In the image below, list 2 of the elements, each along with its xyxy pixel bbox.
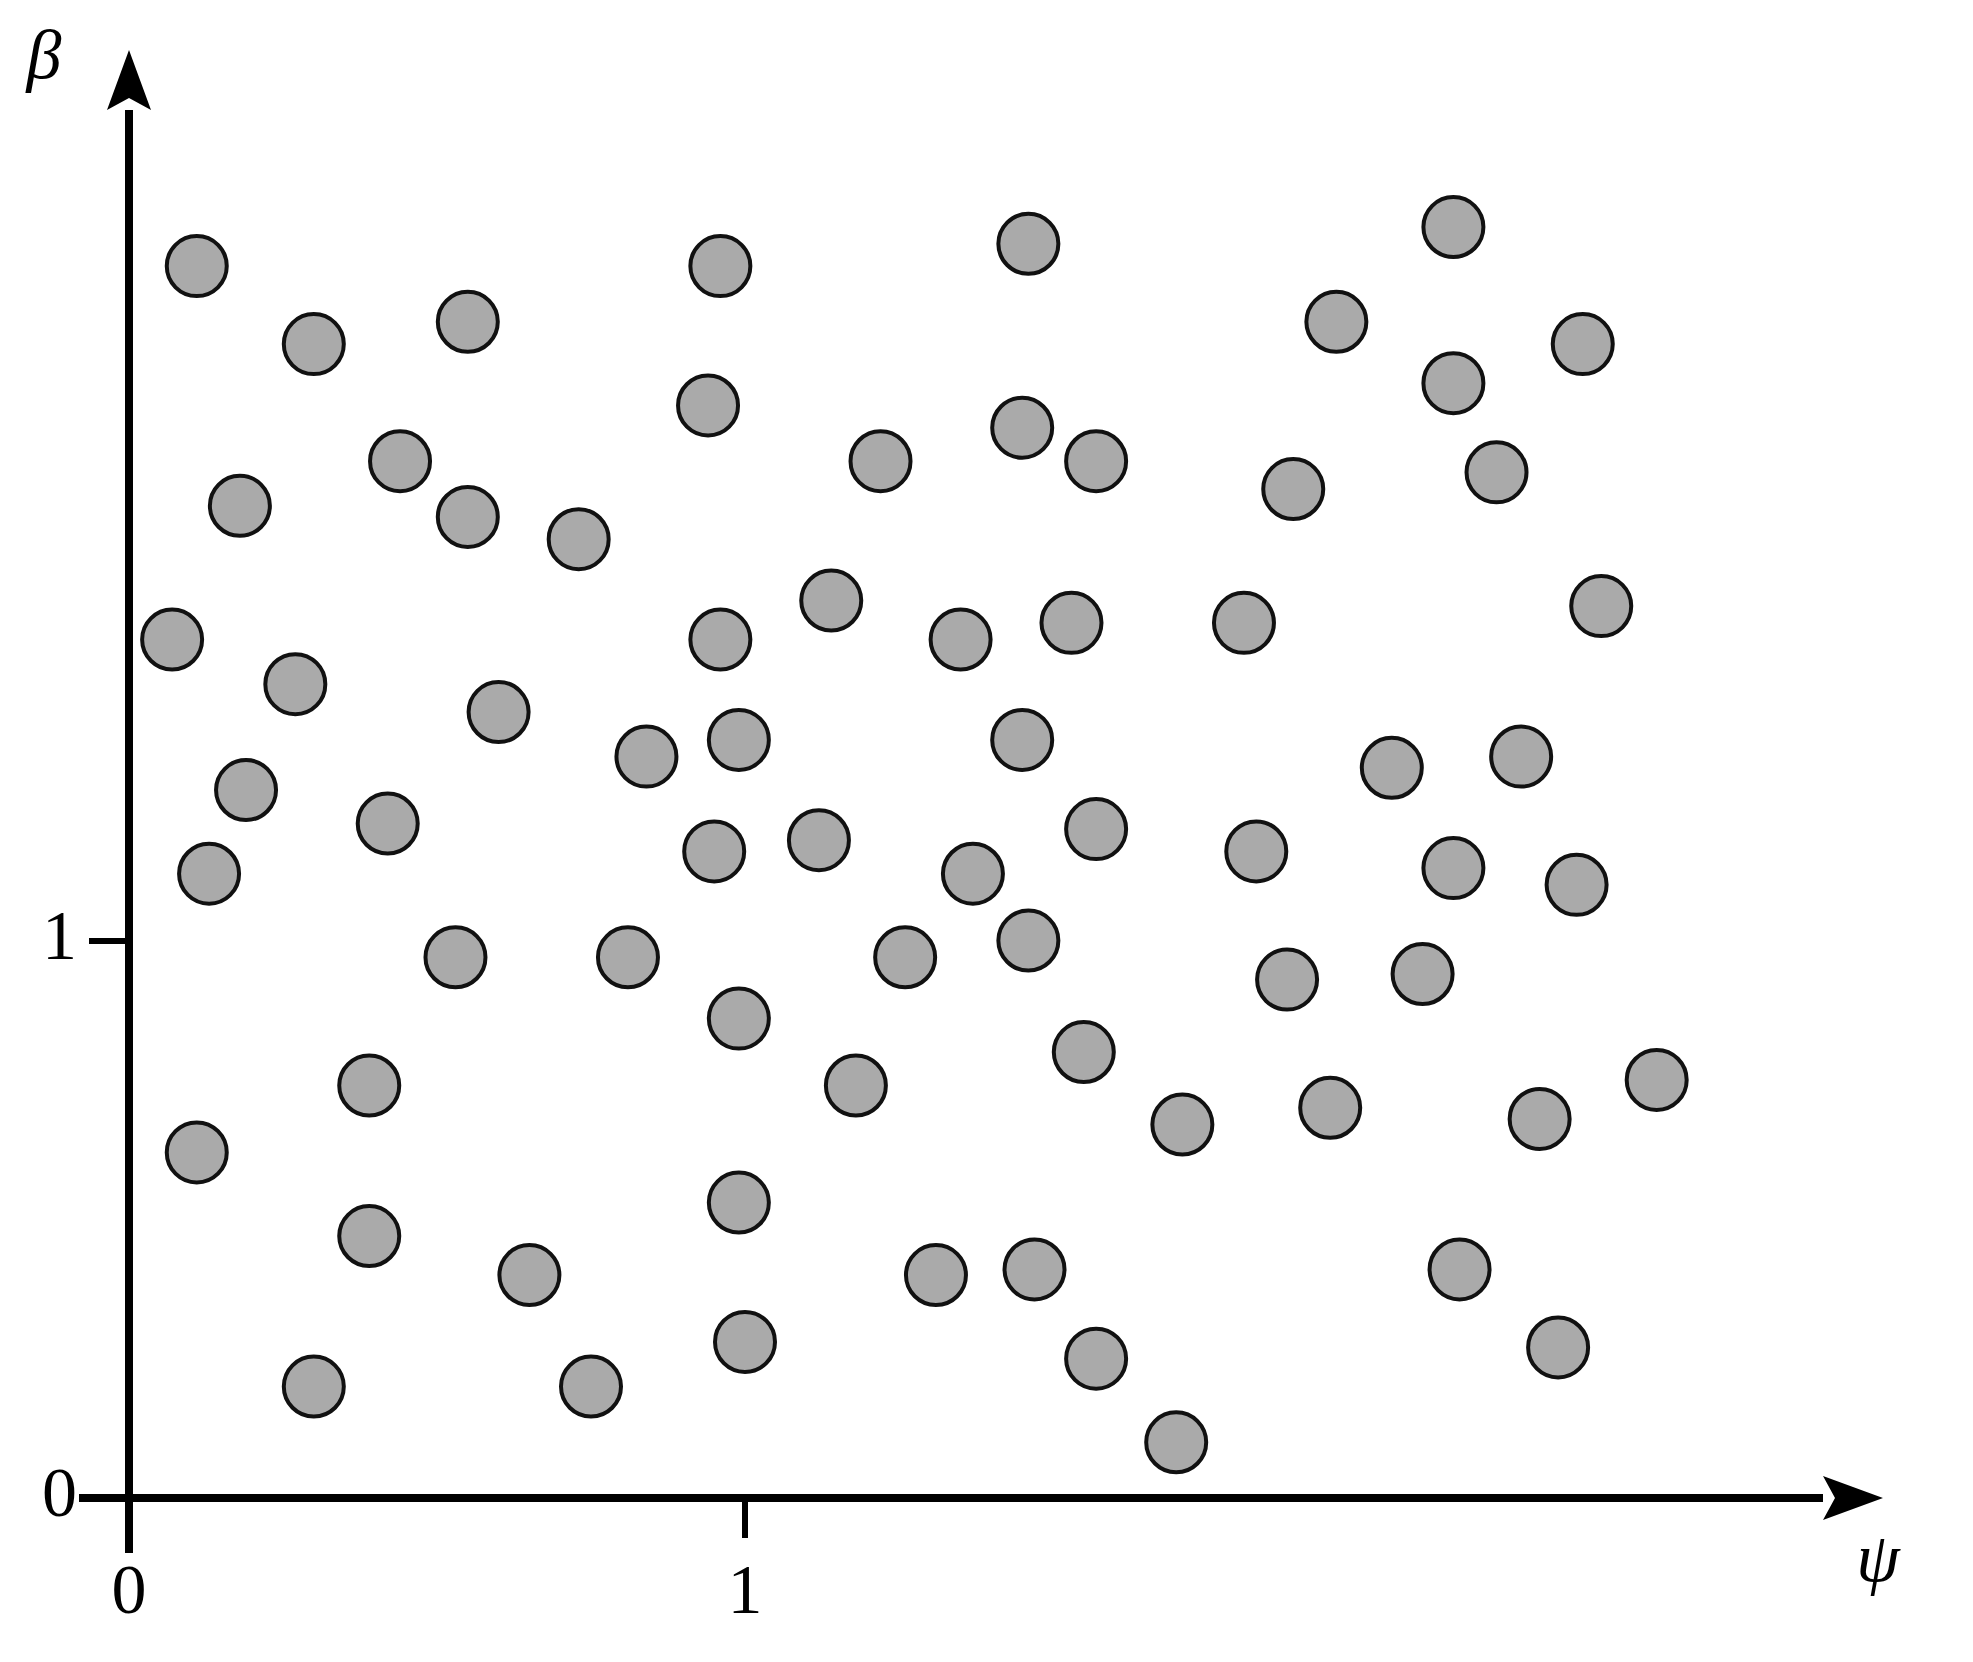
x-axis-title: ψ [1856,1519,1902,1597]
y-axis-title: β [24,16,62,94]
